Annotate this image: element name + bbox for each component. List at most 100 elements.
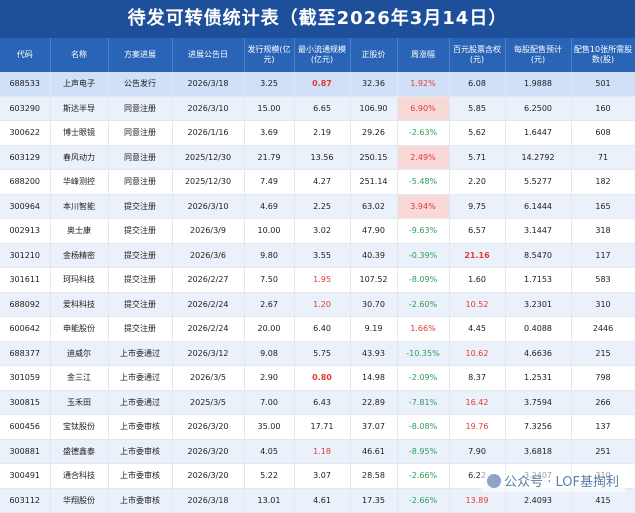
table-row: 600642 申能股份 提交注册 2026/2/24 20.00 6.40 9.19 1.66… xyxy=(0,316,635,342)
page-title: 待发可转债统计表（截至2026年3月14日） xyxy=(0,0,635,38)
table-cell: 28.58 xyxy=(350,463,398,489)
table-cell: 14.2792 xyxy=(505,145,572,170)
table-cell: 583 xyxy=(571,267,635,293)
table-cell: 6.1444 xyxy=(505,194,572,219)
table-cell: 通合科技 xyxy=(50,463,109,489)
table-cell: 0.4088 xyxy=(505,316,572,342)
table-cell: 6.2500 xyxy=(505,96,572,121)
table-cell: 501 xyxy=(571,72,635,97)
table-cell: 上市委通过 xyxy=(108,341,173,366)
table-row: 688377 迪威尔 上市委通过 2026/3/12 9.08 5.75 43.93 -10.… xyxy=(0,341,635,366)
table-cell: 上市委审核 xyxy=(108,488,173,513)
table-cell: 2026/3/5 xyxy=(172,365,245,391)
table-cell: 提交注册 xyxy=(108,194,173,219)
table-cell: 4.6636 xyxy=(505,341,572,366)
table-cell: 22.89 xyxy=(350,390,398,415)
table-cell: 688533 xyxy=(0,72,51,97)
table-cell: -8.08% xyxy=(397,414,450,440)
table-cell: 3.55 xyxy=(294,243,351,268)
table-cell: 4.45 xyxy=(449,316,506,342)
table-row: 300622 博士眼镜 同意注册 2026/1/16 3.69 2.19 29.26 -2.6… xyxy=(0,120,635,146)
table-cell: 1.92% xyxy=(397,72,450,97)
table-row: 300964 本川智能 提交注册 2026/3/10 4.69 2.25 63.02 3.94… xyxy=(0,194,635,219)
table-cell: 2026/3/20 xyxy=(172,463,245,489)
table-row: 300881 盛德鑫泰 上市委审核 2026/3/20 4.05 1.18 46.61 -8.… xyxy=(0,439,635,464)
table-cell: 奥士康 xyxy=(50,218,109,244)
column-header: 名称 xyxy=(50,38,109,72)
table-cell: 13.01 xyxy=(244,488,295,513)
table-cell: 15.00 xyxy=(244,96,295,121)
table-cell: 上市委审核 xyxy=(108,463,173,489)
table-cell: 688200 xyxy=(0,169,51,195)
table-cell: 310 xyxy=(571,292,635,317)
table-row: 301611 珂玛科技 提交注册 2026/2/27 7.50 1.95 107.52 -8.… xyxy=(0,267,635,293)
table-cell: 300964 xyxy=(0,194,51,219)
table-cell: 2.20 xyxy=(449,169,506,195)
table-cell: 251.14 xyxy=(350,169,398,195)
column-header: 发行规模(亿元) xyxy=(244,38,295,72)
table-cell: 17.71 xyxy=(294,414,351,440)
table-cell: 公告发行 xyxy=(108,72,173,97)
table-cell: 提交注册 xyxy=(108,267,173,293)
table-cell: 43.93 xyxy=(350,341,398,366)
table-cell: 37.07 xyxy=(350,414,398,440)
table-cell: 提交注册 xyxy=(108,292,173,317)
table-cell: 71 xyxy=(571,145,635,170)
table-cell: 301059 xyxy=(0,365,51,391)
table-cell: 13.56 xyxy=(294,145,351,170)
table-cell: 9.08 xyxy=(244,341,295,366)
table-cell: -2.66% xyxy=(397,463,450,489)
table-cell: 2026/2/27 xyxy=(172,267,245,293)
table-cell: 19.76 xyxy=(449,414,506,440)
table-row: 688092 爱科科技 提交注册 2026/2/24 2.67 1.20 30.70 -2.6… xyxy=(0,292,635,317)
table-cell: 20.00 xyxy=(244,316,295,342)
table-cell: -2.66% xyxy=(397,488,450,513)
table-row: 603290 斯达半导 同意注册 2026/3/10 15.00 6.65 106.90 6.… xyxy=(0,96,635,121)
table-cell: 3.02 xyxy=(294,218,351,244)
table-cell: 250.15 xyxy=(350,145,398,170)
table-cell: 3.7594 xyxy=(505,390,572,415)
table-cell: 7.3256 xyxy=(505,414,572,440)
table-cell: 5.22 xyxy=(244,463,295,489)
column-header: 代码 xyxy=(0,38,51,72)
table-row: 600456 宝钛股份 上市委审核 2026/3/20 35.00 17.71 37.07-… xyxy=(0,414,635,440)
table-cell: 117 xyxy=(571,243,635,268)
table-cell: -7.81% xyxy=(397,390,450,415)
table-cell: 4.05 xyxy=(244,439,295,464)
table-cell: 8.5470 xyxy=(505,243,572,268)
table-cell: 2025/3/5 xyxy=(172,390,245,415)
table-cell: -8.95% xyxy=(397,439,450,464)
column-header: 百元股票含权(元) xyxy=(449,38,506,72)
table-cell: 1.6447 xyxy=(505,120,572,146)
table-cell: 600642 xyxy=(0,316,51,342)
table-cell: -2.09% xyxy=(397,365,450,391)
table-cell: 2026/1/16 xyxy=(172,120,245,146)
table-cell: 266 xyxy=(571,390,635,415)
table-cell: 1.20 xyxy=(294,292,351,317)
table-cell: 30.70 xyxy=(350,292,398,317)
table-cell: 9.19 xyxy=(350,316,398,342)
table-row: 301210 金杨精密 提交注册 2026/3/6 9.80 3.55 40.39 -0.39… xyxy=(0,243,635,268)
table-cell: 137 xyxy=(571,414,635,440)
column-header: 周涨幅 xyxy=(397,38,450,72)
table-cell: 6.43 xyxy=(294,390,351,415)
table-cell: 16.42 xyxy=(449,390,506,415)
table-cell: -5.48% xyxy=(397,169,450,195)
column-header: 配售10张所需股数(股) xyxy=(571,38,635,72)
table-cell: 2.67 xyxy=(244,292,295,317)
table-cell: 318 xyxy=(571,218,635,244)
table-cell: -2.63% xyxy=(397,120,450,146)
table-cell: 603290 xyxy=(0,96,51,121)
table-cell: 21.16 xyxy=(449,243,506,268)
table-cell: 3.6818 xyxy=(505,439,572,464)
table-cell: 160 xyxy=(571,96,635,121)
table-cell: 0.87 xyxy=(294,72,351,97)
table-cell: 603112 xyxy=(0,488,51,513)
table-cell: 6.57 xyxy=(449,218,506,244)
table-cell: 8.37 xyxy=(449,365,506,391)
table-cell: 2.49% xyxy=(397,145,450,170)
column-header: 方案进展 xyxy=(108,38,173,72)
table-cell: 2026/3/9 xyxy=(172,218,245,244)
table-cell: 688092 xyxy=(0,292,51,317)
table-cell: 金杨精密 xyxy=(50,243,109,268)
